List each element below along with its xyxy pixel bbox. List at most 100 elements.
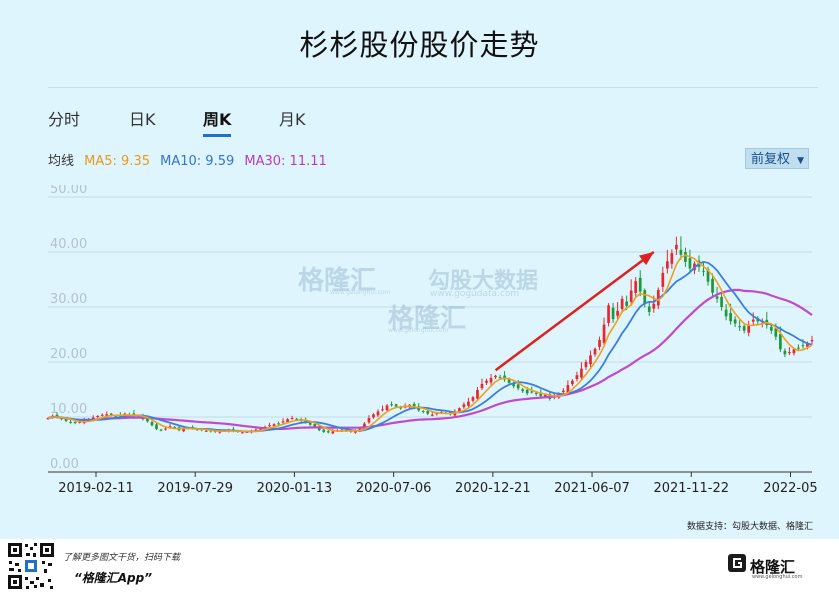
candle-body	[769, 326, 773, 331]
x-tick-label: 2021-06-07	[554, 481, 630, 496]
candle-body	[245, 431, 249, 433]
candle-body	[412, 403, 416, 408]
candle-body	[385, 405, 389, 411]
candle-body	[629, 290, 633, 302]
candle-body	[688, 258, 692, 269]
candle-body	[593, 348, 597, 355]
candle-body	[684, 252, 687, 262]
data-source-note: 数据支持：勾股大数据、格隆汇	[686, 522, 813, 532]
candle-body	[580, 368, 583, 378]
x-axis: 2019-02-11 2019-07-29 2020-01-13 2020-07-06…	[48, 471, 818, 496]
candle-body	[742, 326, 746, 331]
y-tick-label: 50.00	[50, 185, 87, 197]
candle-body	[241, 432, 244, 434]
candle-body	[331, 431, 335, 434]
candle-body	[394, 404, 398, 407]
candle-body	[498, 377, 502, 379]
candle-body	[724, 309, 728, 317]
candle-body	[711, 278, 714, 293]
candle-body	[277, 423, 280, 425]
candle-body	[146, 418, 149, 422]
y-tick-label: 40.00	[50, 237, 87, 252]
candle-body	[494, 375, 497, 378]
watermark-brand1-small: 格隆汇	[388, 304, 467, 334]
candle-body	[480, 384, 484, 389]
candle-body	[584, 362, 588, 368]
candle-body	[322, 429, 326, 432]
candle-body	[367, 418, 371, 423]
candle-body	[326, 431, 330, 433]
tab-intraday[interactable]: 分时	[48, 110, 81, 129]
ma10-value: MA10: 9.59	[160, 154, 235, 169]
candle-body	[489, 377, 493, 383]
candle-body	[521, 389, 525, 392]
candle-body	[69, 421, 72, 423]
candle-body	[512, 384, 515, 387]
candle-body	[376, 411, 380, 416]
candle-body	[670, 253, 674, 264]
candle-body	[114, 416, 118, 418]
candle-body	[421, 411, 425, 413]
candle-body	[290, 418, 294, 420]
price-adjust-dropdown[interactable]: 前复权 ▼	[745, 148, 809, 169]
candle-body	[575, 375, 579, 380]
candle-body	[738, 326, 742, 328]
candle-body	[675, 244, 678, 250]
tab-monthly-k[interactable]: 月K	[279, 110, 306, 129]
candle-body	[109, 413, 113, 416]
candle-body	[706, 269, 710, 282]
candle-body	[105, 414, 109, 416]
candle-body	[467, 401, 470, 406]
x-tick-label: 2020-07-06	[356, 481, 432, 496]
candle-body	[774, 328, 778, 337]
candle-body	[399, 407, 402, 409]
candle-body	[530, 391, 534, 393]
page-title: 杉杉股份股价走势	[299, 28, 540, 62]
candle-body	[453, 412, 457, 416]
ma30-line	[47, 288, 813, 430]
candle-body	[462, 404, 466, 408]
watermark-brand1-small-url: www.gelonghui.com	[388, 327, 449, 334]
x-tick-label: 2020-12-21	[455, 481, 531, 496]
candle-body	[801, 345, 805, 347]
candle-body	[797, 347, 800, 349]
candle-body	[652, 303, 656, 309]
y-axis-ticks: 50.00 40.00 30.00 20.00 10.00 0.00	[50, 185, 87, 472]
watermark-brand1-url: www.gelonghui.com	[330, 289, 391, 296]
candle-body	[806, 343, 809, 347]
candle-body	[182, 429, 185, 432]
candle-body	[372, 414, 375, 418]
ma10-line	[47, 260, 813, 433]
candle-body	[96, 415, 100, 417]
candle-body	[46, 418, 50, 420]
candle-body	[778, 333, 782, 350]
promo-line-2: “格隆汇App”	[74, 571, 152, 585]
candle-body	[345, 429, 348, 431]
candle-body	[643, 290, 647, 305]
candle-body	[702, 270, 705, 272]
caret-down-icon: ▼	[797, 156, 805, 166]
candle-body	[476, 390, 479, 399]
watermark-brand1: 格隆汇	[298, 266, 377, 296]
candle-body	[218, 431, 222, 433]
ma5-value: MA5: 9.35	[84, 154, 150, 169]
y-tick-label: 0.00	[50, 457, 79, 472]
x-tick-label: 2019-07-29	[157, 481, 233, 496]
tab-weekly-k[interactable]: 周K	[203, 110, 232, 129]
candle-body	[123, 413, 127, 415]
candle-body	[539, 392, 543, 397]
candle-body	[308, 423, 312, 425]
candle-body	[733, 319, 737, 324]
x-tick-label: 2022-05	[763, 481, 817, 496]
candle-body	[625, 301, 629, 306]
candle-body	[272, 424, 276, 426]
ma-legend: 均线 MA5: 9.35 MA10: 9.59 MA30: 11.11	[48, 150, 333, 169]
candle-body	[286, 419, 289, 423]
candle-body	[611, 307, 615, 320]
qr-code-icon[interactable]	[6, 541, 56, 591]
watermark-brand2: 勾股大数据	[428, 269, 539, 294]
ma30-value: MA30: 11.11	[244, 154, 327, 169]
tab-daily-k[interactable]: 日K	[129, 110, 156, 129]
candle-body	[471, 397, 475, 401]
